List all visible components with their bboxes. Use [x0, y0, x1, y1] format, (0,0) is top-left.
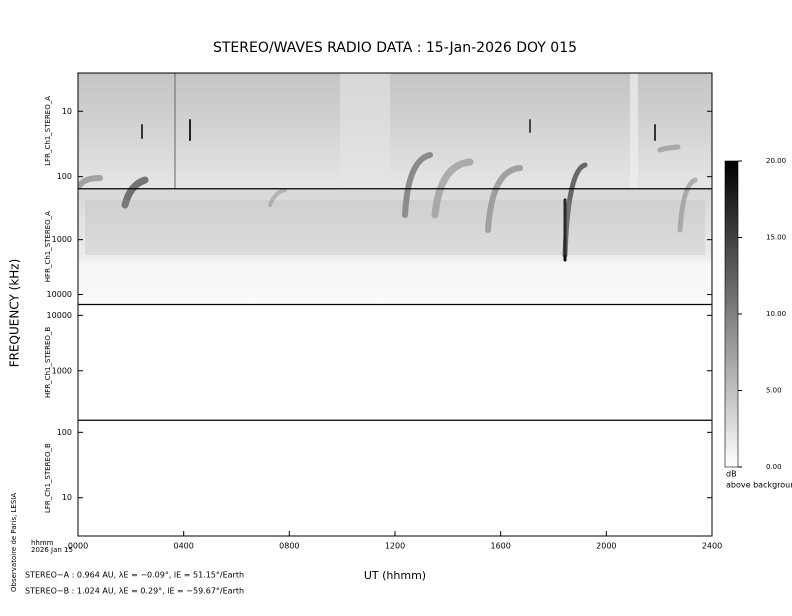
y-tick-label: 1000 [52, 235, 72, 244]
y-tick-label: 100 [57, 428, 72, 437]
colorbar-tick-label: 15.00 [766, 234, 786, 242]
spectrum-background [78, 73, 712, 189]
credit: Observatoire de Paris, LESIA [10, 493, 18, 592]
radio-bursts [78, 73, 705, 262]
y-axis-label: FREQUENCY (kHz) [8, 259, 22, 368]
panel-label: HFR_Ch1_STEREO_B [44, 327, 52, 398]
panel-label: HFR_Ch1_STEREO_A [44, 211, 52, 282]
position-line: STEREO−A : 0.964 AU, λE = −0.09°, lE = 5… [25, 571, 244, 580]
y-tick-label: 10 [62, 107, 72, 116]
colorbar-tick-label: 5.00 [766, 387, 782, 395]
y-tick-label: 1000 [52, 366, 72, 375]
spectrum-band [630, 73, 638, 189]
x-tick-label: 1600 [490, 542, 510, 551]
y-tick-label: 10000 [47, 290, 72, 299]
x-tick-label: 1200 [385, 542, 405, 551]
x-tick-label: 0000 [68, 542, 88, 551]
x-tick-label: 2400 [702, 542, 722, 551]
y-tick-label: 10000 [47, 311, 72, 320]
colorbar-label: above background [726, 481, 792, 490]
colorbar-tick-label: 20.00 [766, 157, 786, 165]
x-tick-label: 0400 [173, 542, 193, 551]
panel-label: LFR_Ch1_STEREO_A [44, 96, 52, 166]
spectrum-background [78, 189, 712, 304]
x-tick-label: 0800 [279, 542, 299, 551]
spectrogram-image [78, 73, 712, 304]
y-tick-label: 100 [57, 172, 72, 181]
x-tick-label: 2000 [596, 542, 616, 551]
colorbar [724, 160, 739, 468]
spectrum-band [340, 73, 390, 189]
colorbar-tick-label: 10.00 [766, 310, 786, 318]
date: 2026 Jan 15 [31, 546, 73, 554]
y-tick-label: 10 [62, 493, 72, 502]
position-line: STEREO−B : 1.024 AU, λE = 0.29°, lE = −5… [25, 587, 244, 596]
colorbar-unit: dB [726, 470, 737, 479]
chart-title: STEREO/WAVES RADIO DATA : 15-Jan-2026 DO… [213, 40, 577, 56]
x-axis-label: UT (hhmm) [364, 569, 426, 582]
colorbar-tick-label: 0.00 [766, 463, 782, 471]
panel-label: LFR_Ch1_STEREO_B [44, 443, 52, 513]
time-unit: hhmm [31, 539, 54, 547]
